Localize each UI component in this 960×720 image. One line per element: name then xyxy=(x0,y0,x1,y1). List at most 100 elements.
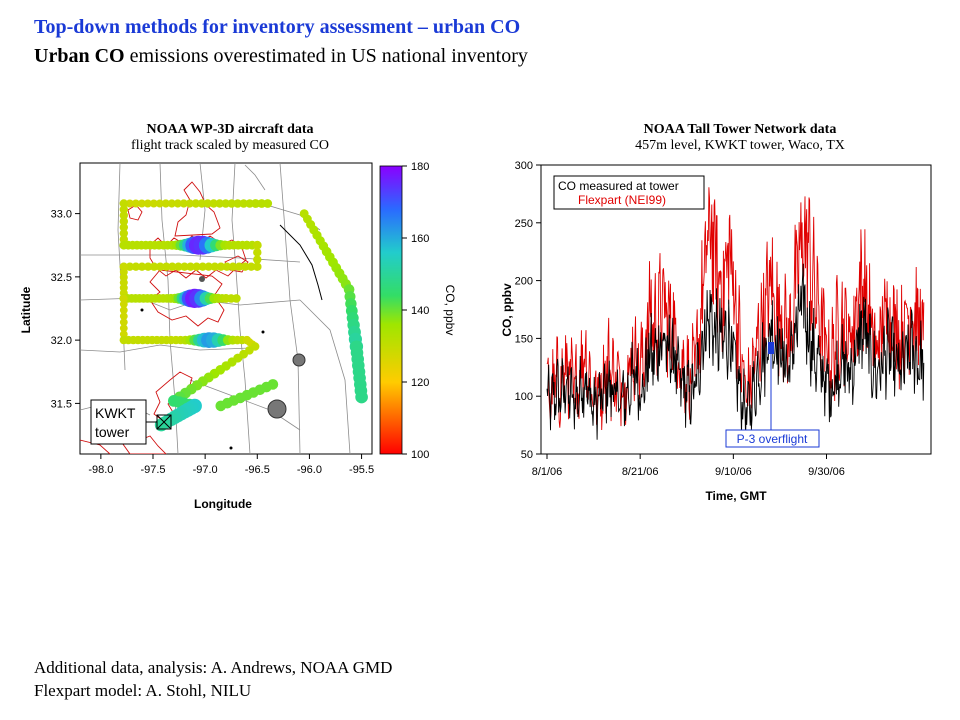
flight-point xyxy=(253,262,262,271)
flight-point xyxy=(168,262,177,271)
flight-track xyxy=(119,199,368,432)
flight-point xyxy=(228,262,238,271)
ts-ylabel: CO, ppbv xyxy=(500,283,514,337)
grey-marker xyxy=(229,446,233,450)
legend-measured: CO measured at tower xyxy=(558,179,679,193)
ts-x-tick-label: 8/21/06 xyxy=(622,466,659,478)
flight-point xyxy=(216,262,226,271)
map-x-tick-label: -97.5 xyxy=(140,464,165,476)
site-label-box xyxy=(90,399,147,445)
map-x-tick-label: -96.5 xyxy=(245,464,270,476)
flight-point xyxy=(119,306,128,315)
site-label-line1: KWKT xyxy=(95,405,136,421)
ts-caption: NOAA Tall Tower Network data 457m level,… xyxy=(560,122,920,154)
overflight-marker xyxy=(768,342,774,354)
flight-point xyxy=(245,199,254,208)
tower-marker xyxy=(146,414,172,430)
flight-point xyxy=(119,223,128,232)
flight-point xyxy=(119,300,128,309)
map-caption: NOAA WP-3D aircraft data flight track sc… xyxy=(75,122,385,154)
colorbar-tick-label: 140 xyxy=(411,305,429,317)
map-ylabel: Latitude xyxy=(19,286,33,333)
ts-caption-subtitle: 457m level, KWKT tower, Waco, TX xyxy=(635,138,845,153)
flight-point xyxy=(191,199,200,208)
flight-point xyxy=(143,262,153,271)
flight-point xyxy=(162,262,171,271)
flight-point xyxy=(221,199,230,208)
flight-point xyxy=(215,199,224,208)
flight-point xyxy=(210,262,219,271)
subtitle-rest: emissions overestimated in US national i… xyxy=(124,45,528,67)
map-y-tick-label: 32.0 xyxy=(51,335,72,347)
flight-point xyxy=(355,390,368,404)
ts-y-tick-label: 50 xyxy=(521,449,533,461)
map-x-axis: -98.0 -97.5 -97.0 -96.5 -96.0 -95.5 xyxy=(88,454,374,476)
flight-point xyxy=(119,217,128,226)
flight-point xyxy=(143,199,152,208)
colorbar-tick-label: 100 xyxy=(411,449,429,461)
grey-marker xyxy=(140,308,144,312)
ts-x-tick-label: 9/10/06 xyxy=(715,466,752,478)
ts-xlabel: Time, GMT xyxy=(705,489,767,503)
flight-point xyxy=(119,324,128,333)
flight-point xyxy=(149,262,159,271)
flight-point xyxy=(185,199,194,208)
flight-point xyxy=(119,211,128,220)
map-y-tick-label: 32.5 xyxy=(51,272,72,284)
ts-y-tick-label: 250 xyxy=(515,218,533,230)
flight-point xyxy=(119,205,128,214)
flight-point xyxy=(253,255,262,264)
flight-point xyxy=(125,262,135,271)
flight-point xyxy=(253,248,262,257)
flight-point xyxy=(209,199,218,208)
flight-point xyxy=(174,262,183,271)
flight-point xyxy=(119,229,128,238)
grey-marker xyxy=(199,276,205,282)
ts-legend xyxy=(553,175,705,210)
map-x-tick-label: -97.0 xyxy=(193,464,218,476)
map-y-axis: 33.0 32.5 32.0 31.5 xyxy=(51,209,80,410)
colorbar-tick-label: 180 xyxy=(411,161,429,173)
flight-point xyxy=(155,199,164,208)
colorbar-tick-label: 160 xyxy=(411,233,429,245)
ts-x-axis: 8/1/06 8/21/06 9/10/06 9/30/06 xyxy=(532,454,845,478)
overflight-label: P-3 overflight xyxy=(737,432,808,446)
credits: Additional data, analysis: A. Andrews, N… xyxy=(34,656,392,702)
flight-point xyxy=(167,199,176,208)
flight-point xyxy=(125,199,134,208)
map-x-tick-label: -96.0 xyxy=(297,464,322,476)
site-label-line2: tower xyxy=(95,424,130,440)
credit-line: Additional data, analysis: A. Andrews, N… xyxy=(34,658,393,677)
flight-point xyxy=(156,262,165,271)
flight-point xyxy=(179,199,188,208)
flight-point xyxy=(137,199,146,208)
ts-y-tick-label: 150 xyxy=(515,333,533,345)
colorbar-tick-label: 120 xyxy=(411,377,429,389)
ts-y-tick-label: 300 xyxy=(515,160,533,172)
ts-y-tick-label: 100 xyxy=(515,391,533,403)
ts-x-tick-label: 8/1/06 xyxy=(532,466,563,478)
flight-point xyxy=(239,199,248,208)
map-y-tick-label: 31.5 xyxy=(51,398,72,410)
flight-point xyxy=(227,199,236,208)
flight-point xyxy=(215,400,227,412)
flight-point xyxy=(253,241,262,250)
slide-subtitle: Urban CO emissions overestimated in US n… xyxy=(34,45,528,68)
ts-y-tick-label: 200 xyxy=(515,276,533,288)
flight-point xyxy=(149,199,158,208)
flight-point xyxy=(119,294,128,303)
flight-point xyxy=(119,330,128,339)
ts-y-axis: 50 100 150 200 250 300 xyxy=(515,160,541,461)
flight-point xyxy=(131,262,141,271)
flight-point xyxy=(241,262,250,271)
subtitle-bold: Urban CO xyxy=(34,45,125,67)
map-xlabel: Longitude xyxy=(194,497,252,511)
flight-point xyxy=(173,199,182,208)
flight-point xyxy=(119,318,128,327)
grey-marker xyxy=(261,330,265,334)
flight-point xyxy=(234,262,244,271)
flight-point xyxy=(186,262,195,271)
flight-point xyxy=(131,199,140,208)
